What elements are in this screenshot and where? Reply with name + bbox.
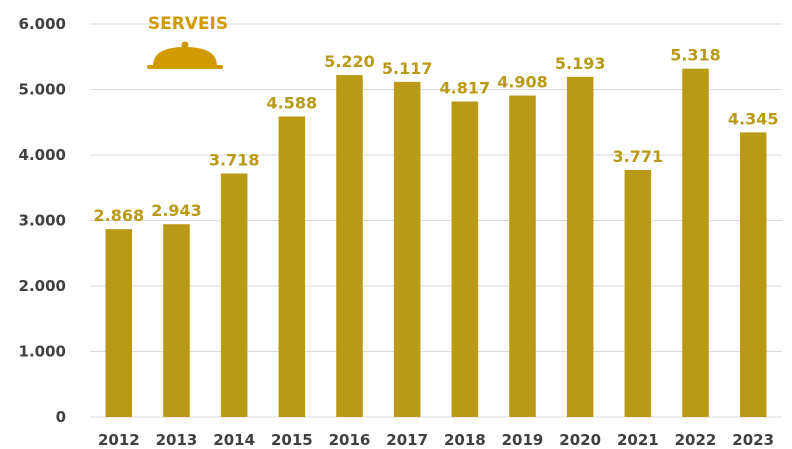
data-label: 5.117	[382, 59, 433, 78]
data-labels: 2.868 2.943 3.718 4.588 5.220 5.117 4.817 4.908…	[94, 46, 779, 225]
bars	[105, 68, 767, 418]
cloche-icon	[147, 41, 223, 69]
data-label: 2.868	[94, 206, 145, 225]
y-tick-label: 4.000	[19, 146, 66, 164]
x-tick-label: 2023	[732, 431, 774, 449]
data-label: 3.718	[209, 150, 260, 169]
bar	[451, 101, 479, 417]
x-axis-tick-labels: 2012 2013 2014 2015 2016 2017 2018 2019 2020 2021…	[98, 431, 774, 449]
y-tick-label: 1.000	[19, 343, 66, 361]
bar	[278, 116, 306, 418]
y-tick-label: 3.000	[19, 212, 66, 230]
data-label: 5.318	[670, 46, 721, 65]
data-label: 4.908	[497, 73, 548, 92]
x-tick-label: 2020	[559, 431, 601, 449]
x-tick-label: 2013	[156, 431, 198, 449]
x-tick-label: 2017	[386, 431, 428, 449]
x-tick-label: 2016	[329, 431, 371, 449]
data-label: 2.943	[151, 201, 202, 220]
x-tick-label: 2019	[502, 431, 544, 449]
x-tick-label: 2012	[98, 431, 140, 449]
chart-title: SERVEIS	[148, 14, 228, 34]
bar	[682, 68, 709, 418]
bar	[566, 76, 594, 418]
data-label: 3.771	[613, 147, 664, 166]
bar	[739, 132, 767, 417]
bar	[393, 81, 421, 418]
x-tick-label: 2015	[271, 431, 313, 449]
data-label: 4.345	[728, 109, 779, 128]
y-tick-label: 0	[56, 408, 66, 426]
bar	[336, 75, 363, 417]
y-axis-tick-labels: 0 1.000 2.000 3.000 4.000 5.000 6.000	[19, 15, 66, 426]
bar	[105, 229, 133, 417]
data-label: 5.193	[555, 54, 606, 73]
chart-title-group: SERVEIS	[147, 14, 228, 69]
data-label: 4.588	[267, 93, 318, 112]
y-tick-label: 6.000	[19, 15, 66, 33]
y-tick-label: 5.000	[19, 81, 66, 99]
bar	[624, 169, 652, 417]
x-tick-label: 2022	[675, 431, 717, 449]
x-tick-label: 2021	[617, 431, 659, 449]
data-label: 5.220	[324, 52, 375, 71]
y-tick-label: 2.000	[19, 277, 66, 295]
bar	[220, 173, 248, 417]
x-tick-label: 2014	[213, 431, 255, 449]
gridlines	[90, 23, 782, 418]
bar	[163, 224, 190, 417]
data-label: 4.817	[440, 78, 491, 97]
x-tick-label: 2018	[444, 431, 486, 449]
bar	[509, 95, 536, 417]
